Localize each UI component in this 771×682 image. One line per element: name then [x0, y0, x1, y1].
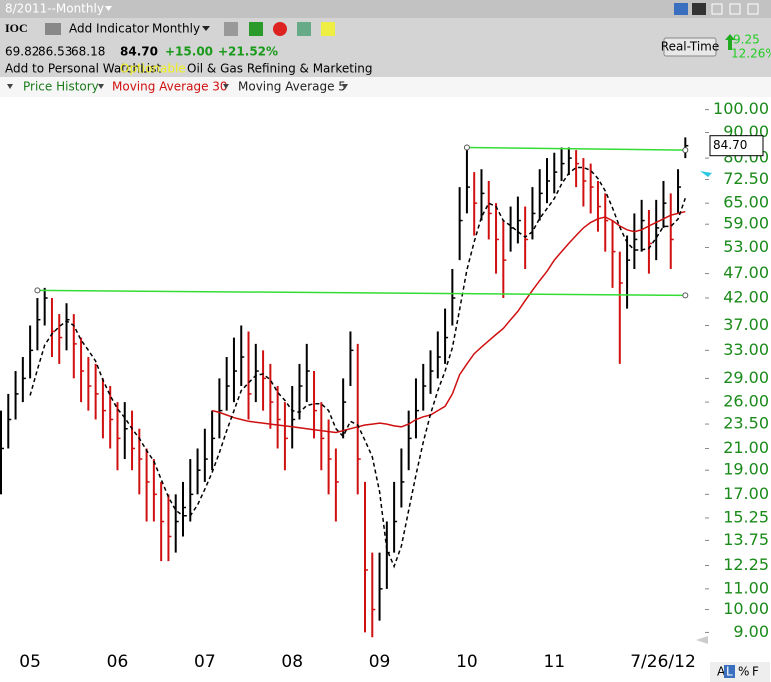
trendline: [37, 289, 686, 297]
y-tick-label: 21.00: [723, 438, 769, 457]
y-tick-label: 65.00: [723, 193, 769, 212]
dropdown[interactable]: [202, 26, 210, 31]
trend-handle: [682, 292, 689, 299]
x-tick-label: 05: [19, 652, 41, 672]
y-tick-label: 100.00: [713, 99, 769, 118]
realtime-label[interactable]: Real-Time: [661, 40, 719, 54]
dropdown[interactable]: [105, 6, 112, 11]
trend-handle: [682, 147, 689, 154]
y-tick-label: 29.00: [723, 368, 769, 387]
side-pct: 12.26%: [731, 47, 771, 61]
icon[interactable]: [273, 22, 287, 36]
x-tick-label: 08: [281, 652, 303, 672]
symbol: IOC: [5, 21, 28, 35]
icon[interactable]: [729, 3, 741, 15]
x-tick-label: 07: [194, 652, 216, 672]
x-tick-label: 06: [107, 652, 129, 672]
icon[interactable]: [321, 22, 335, 36]
footer-btn-bg[interactable]: [724, 665, 735, 678]
moving-average: [211, 210, 686, 434]
open: 69.82: [5, 45, 39, 59]
x-tick-label: 09: [369, 652, 391, 672]
icon[interactable]: [747, 3, 759, 15]
legend-bar: [0, 77, 771, 97]
x-tick-label: 11: [543, 652, 565, 672]
trend-handle: [34, 287, 41, 294]
scroll-marker: [696, 636, 708, 644]
footer-btn[interactable]: %: [738, 665, 749, 679]
period[interactable]: 8/2011--Monthly: [5, 2, 104, 16]
legend-ma5[interactable]: Moving Average 5: [238, 80, 346, 94]
y-tick-label: 47.00: [723, 263, 769, 282]
dropdown[interactable]: [7, 84, 13, 89]
y-tick-label: 23.50: [723, 414, 769, 433]
icon[interactable]: [711, 3, 723, 15]
y-tick-label: 12.25: [723, 555, 769, 574]
y-tick-label: 33.00: [723, 340, 769, 359]
y-tick-label: 15.25: [723, 507, 769, 526]
y-tick-label: 26.00: [723, 392, 769, 411]
y-tick-label: 9.00: [733, 622, 769, 641]
y-tick-label: 19.00: [723, 460, 769, 479]
y-tick-label: 37.00: [723, 315, 769, 334]
y-tick-label: 72.50: [723, 169, 769, 188]
footer-btn[interactable]: A: [717, 665, 726, 679]
legend-price[interactable]: Price History: [23, 80, 99, 94]
dropdown[interactable]: [223, 84, 229, 89]
last: 84.70: [120, 45, 158, 59]
x-tick-label: 10: [456, 652, 478, 672]
icon[interactable]: [249, 22, 263, 36]
icon[interactable]: [674, 3, 688, 15]
change-pct: +21.52%: [218, 45, 278, 59]
high: 86.53: [38, 45, 72, 59]
title-strip: [0, 0, 771, 18]
interval[interactable]: Monthly: [152, 22, 200, 36]
y-tick-label: 53.00: [723, 237, 769, 256]
optionable: Optionable: [120, 62, 186, 76]
icon[interactable]: [45, 23, 61, 35]
dropdown[interactable]: [98, 84, 104, 89]
y-tick-label: 42.00: [723, 287, 769, 306]
footer-btn[interactable]: F: [752, 665, 759, 679]
side-change: 9.25: [733, 33, 760, 47]
icon[interactable]: [224, 22, 238, 36]
realtime-button[interactable]: [663, 37, 717, 57]
icon[interactable]: [692, 3, 706, 15]
date-label: 7/26/12: [630, 652, 696, 672]
y-tick-label: 11.00: [723, 578, 769, 597]
legend-ma30[interactable]: Moving Average 30: [112, 80, 228, 94]
trend-handle: [463, 144, 470, 151]
trendline: [466, 146, 686, 151]
y-tick-label: 59.00: [723, 214, 769, 233]
industry: Oil & Gas Refining & Marketing: [187, 62, 373, 76]
y-tick-label: 17.00: [723, 484, 769, 503]
watchlist[interactable]: Add to Personal WatchList: [5, 62, 161, 76]
dropdown[interactable]: [342, 84, 348, 89]
y-tick-label: 10.00: [723, 599, 769, 618]
up-arrow: [725, 34, 735, 50]
moving-average: [29, 166, 687, 569]
change: +15.00: [165, 45, 213, 59]
y-tick-label: 13.75: [723, 530, 769, 549]
add-indicator[interactable]: Add Indicator: [69, 22, 149, 36]
price-box: [709, 135, 764, 157]
price-box-label: 84.70: [713, 138, 747, 152]
footer-btn[interactable]: L: [726, 665, 733, 679]
icon[interactable]: [297, 22, 311, 36]
low: 68.18: [71, 45, 105, 59]
marker: [700, 171, 712, 177]
